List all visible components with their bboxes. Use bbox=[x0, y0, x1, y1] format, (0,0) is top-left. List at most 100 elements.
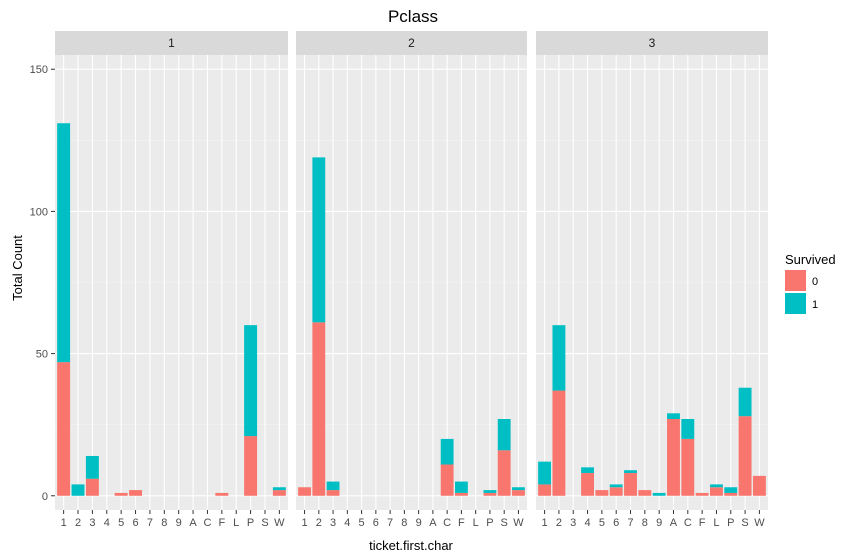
bar-survived-1-S bbox=[738, 387, 752, 417]
bar-survived-0-5 bbox=[114, 492, 128, 496]
bar-survived-1-S bbox=[497, 419, 511, 451]
bar-survived-0-P bbox=[724, 492, 738, 496]
facet-panel-3: 31 2 3 4 5 6 7 8 9 A C F L P S W bbox=[536, 31, 768, 529]
x-tick-label: F bbox=[218, 517, 225, 529]
bar-survived-0-A bbox=[667, 419, 680, 496]
legend-swatch-1 bbox=[785, 293, 806, 314]
y-tick-label: 100 bbox=[30, 206, 48, 218]
x-tick-label: A bbox=[670, 517, 678, 529]
y-tick-label: 50 bbox=[36, 349, 48, 361]
facet-panel-2: 21 2 3 4 5 6 7 8 9 A C F L P S W bbox=[296, 31, 527, 529]
y-axis-title: Total Count bbox=[10, 235, 25, 301]
bar-survived-0-L bbox=[710, 487, 723, 496]
x-tick-label: 3 bbox=[330, 517, 336, 529]
bar-survived-1-1 bbox=[57, 123, 71, 363]
bar-survived-1-P bbox=[244, 325, 258, 437]
x-tick-label: 3 bbox=[89, 517, 95, 529]
bar-survived-1-9 bbox=[652, 492, 666, 496]
legend-label-1: 1 bbox=[812, 299, 818, 311]
x-tick-label: L bbox=[713, 517, 719, 529]
x-tick-label: 6 bbox=[613, 517, 619, 529]
x-tick-label: P bbox=[247, 517, 254, 529]
x-tick-label: 1 bbox=[542, 517, 548, 529]
bar-survived-0-W bbox=[512, 490, 525, 496]
bar-survived-1-3 bbox=[326, 481, 340, 491]
bar-survived-0-3 bbox=[85, 478, 99, 496]
x-tick-label: S bbox=[261, 517, 268, 529]
x-tick-label: 7 bbox=[627, 517, 633, 529]
chart-title: Pclass bbox=[388, 7, 438, 26]
x-tick-label: P bbox=[486, 517, 493, 529]
x-tick-label: 2 bbox=[556, 517, 562, 529]
x-tick-label: C bbox=[443, 517, 451, 529]
bar-survived-1-2 bbox=[312, 157, 326, 323]
y-tick-label: 150 bbox=[30, 64, 48, 76]
x-tick-label: 4 bbox=[584, 517, 590, 529]
bar-survived-0-1 bbox=[538, 484, 552, 496]
legend-label-0: 0 bbox=[812, 276, 818, 288]
facet-strip-label: 3 bbox=[649, 36, 656, 50]
x-axis-title: ticket.first.char bbox=[369, 538, 453, 553]
x-tick-label: 9 bbox=[656, 517, 662, 529]
bar-survived-1-2 bbox=[71, 484, 85, 496]
bar-survived-0-6 bbox=[609, 487, 623, 496]
bar-survived-1-7 bbox=[624, 470, 637, 474]
bar-survived-0-C bbox=[681, 438, 695, 496]
bar-survived-1-P bbox=[724, 487, 738, 493]
x-tick-label: S bbox=[741, 517, 748, 529]
x-tick-label: 3 bbox=[570, 517, 576, 529]
bar-survived-1-P bbox=[483, 490, 497, 493]
facet-panels: 11 2 3 4 5 6 7 8 9 A C F L P S W21 2 3 4 5 6 7 8 9 A C F L P S W31 2 3 4 5… bbox=[55, 31, 768, 529]
x-tick-label: 8 bbox=[161, 517, 167, 529]
x-tick-label: 5 bbox=[359, 517, 365, 529]
bar-survived-1-W bbox=[272, 487, 286, 491]
facet-strip bbox=[296, 31, 527, 55]
x-tick-label: 6 bbox=[132, 517, 138, 529]
x-tick-label: F bbox=[699, 517, 706, 529]
bar-survived-1-4 bbox=[581, 467, 594, 474]
x-tick-label: A bbox=[189, 517, 197, 529]
legend: Survived 0 1 bbox=[785, 252, 836, 314]
x-tick-label: 4 bbox=[104, 517, 110, 529]
bar-survived-0-2 bbox=[312, 322, 326, 496]
facet-panel-1: 11 2 3 4 5 6 7 8 9 A C F L P S W bbox=[55, 31, 288, 529]
x-tick-label: C bbox=[203, 517, 211, 529]
x-tick-label: 1 bbox=[301, 517, 307, 529]
x-tick-label: L bbox=[233, 517, 239, 529]
bar-survived-0-W bbox=[752, 475, 766, 496]
bar-survived-0-5 bbox=[595, 490, 609, 496]
x-tick-label: 6 bbox=[373, 517, 379, 529]
bar-survived-1-6 bbox=[609, 484, 623, 488]
bar-survived-0-4 bbox=[581, 473, 594, 496]
bar-survived-0-6 bbox=[129, 490, 143, 496]
x-tick-label: C bbox=[684, 517, 692, 529]
bar-survived-1-3 bbox=[85, 455, 99, 479]
bar-survived-0-7 bbox=[624, 473, 637, 496]
bar-survived-1-2 bbox=[552, 325, 566, 391]
x-tick-label: W bbox=[754, 517, 765, 529]
facet-strip-label: 2 bbox=[408, 36, 415, 50]
bar-survived-0-2 bbox=[552, 390, 566, 496]
bar-survived-0-8 bbox=[638, 490, 652, 496]
bar-survived-0-F bbox=[454, 492, 468, 496]
x-tick-label: W bbox=[274, 517, 285, 529]
bar-survived-0-C bbox=[440, 464, 454, 496]
x-tick-label: 2 bbox=[316, 517, 322, 529]
x-tick-label: A bbox=[429, 517, 437, 529]
bar-survived-0-1 bbox=[298, 487, 311, 496]
bar-survived-0-S bbox=[738, 416, 752, 496]
x-tick-label: W bbox=[513, 517, 524, 529]
bar-survived-1-C bbox=[440, 438, 454, 465]
y-tick-label: 0 bbox=[42, 491, 48, 503]
bar-survived-0-3 bbox=[326, 490, 340, 496]
x-tick-label: S bbox=[501, 517, 508, 529]
legend-swatch-0 bbox=[785, 270, 806, 291]
bar-survived-0-P bbox=[483, 492, 497, 496]
bar-survived-1-1 bbox=[538, 461, 552, 485]
bar-survived-0-1 bbox=[57, 362, 71, 496]
facet-strip bbox=[55, 31, 288, 55]
x-tick-label: 7 bbox=[147, 517, 153, 529]
bar-survived-0-S bbox=[497, 450, 511, 496]
bar-survived-1-W bbox=[512, 487, 525, 491]
